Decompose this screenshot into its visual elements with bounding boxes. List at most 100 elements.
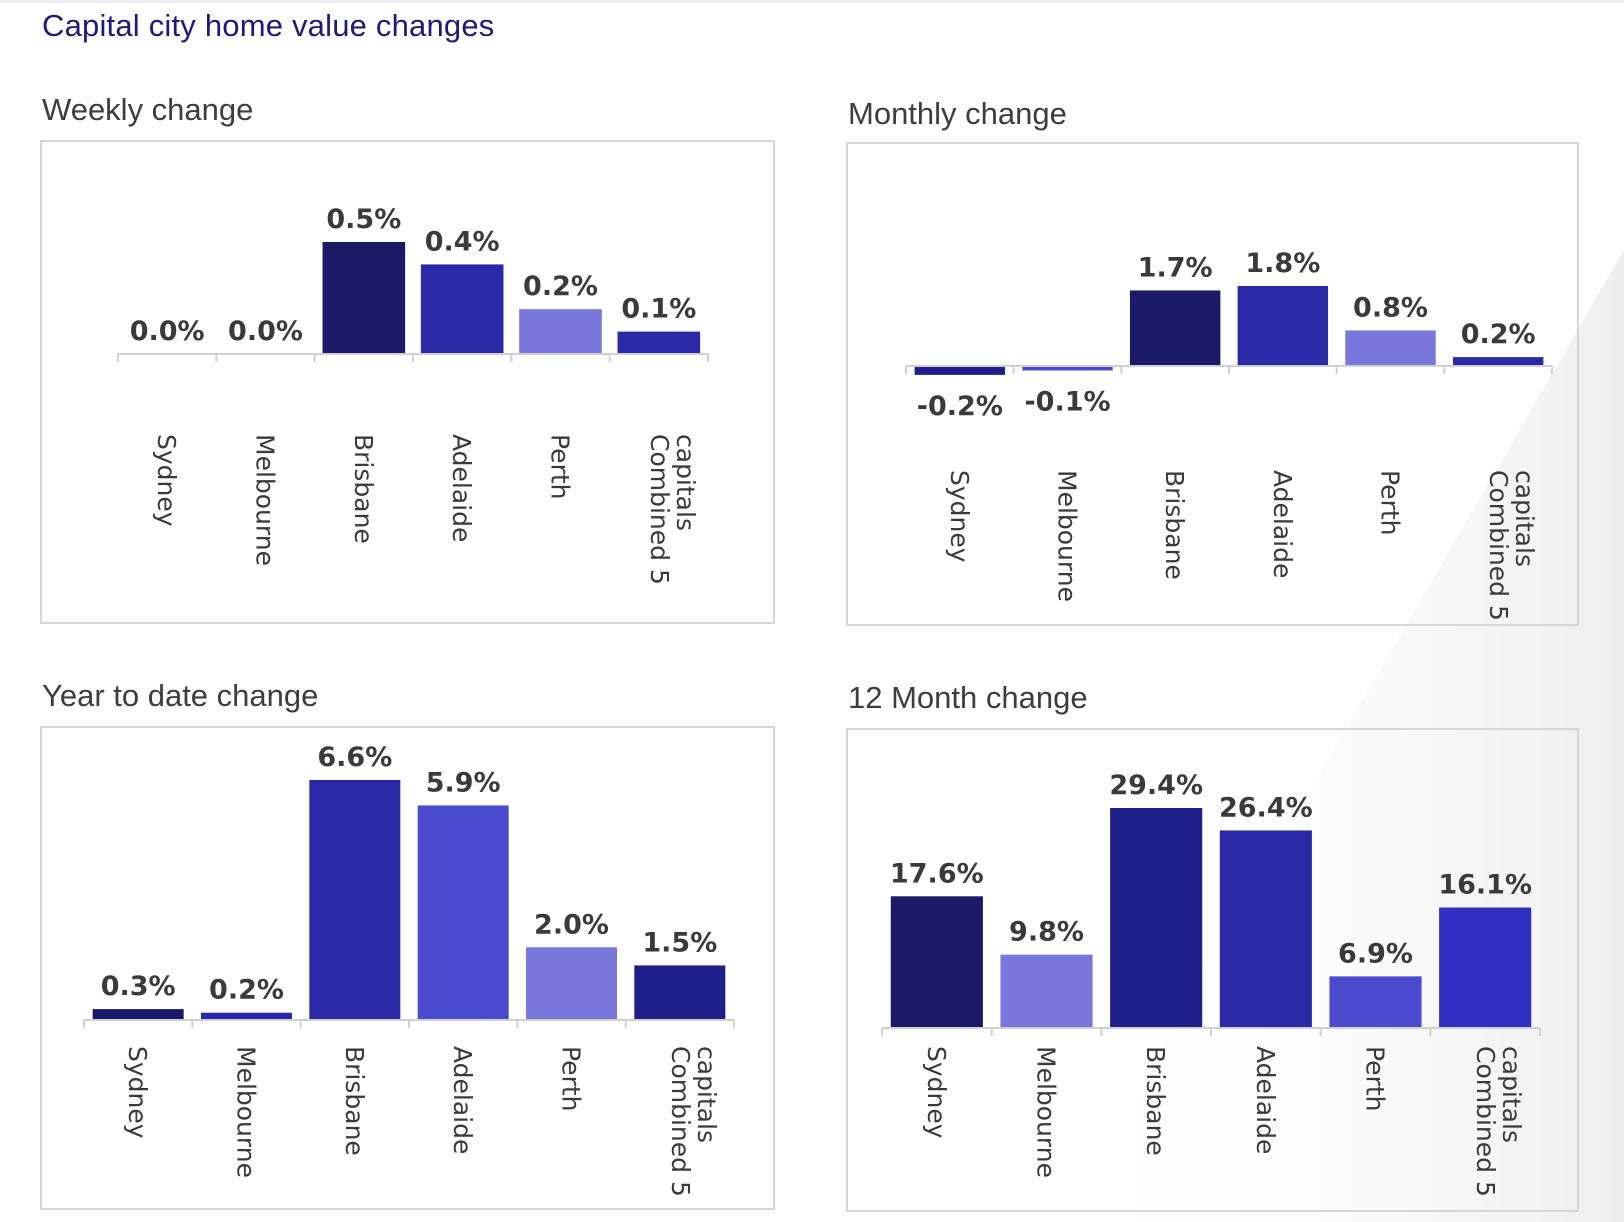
- svg-text:Combined 5: Combined 5: [1471, 1046, 1500, 1197]
- top-divider: [0, 0, 1624, 3]
- data-label: 0.5%: [326, 204, 401, 235]
- bar-brisbane: [309, 780, 401, 1020]
- data-label: 29.4%: [1109, 770, 1203, 801]
- bar-perth: [1345, 330, 1436, 366]
- data-label: 0.2%: [209, 975, 284, 1006]
- svg-text:Perth: Perth: [1376, 470, 1405, 536]
- data-label: 17.6%: [890, 858, 984, 889]
- bar-adelaide: [420, 264, 504, 354]
- data-label: 1.5%: [642, 927, 717, 958]
- category-label: Perth: [557, 1046, 586, 1112]
- category-label: Brisbane: [1160, 470, 1189, 580]
- category-label: Melbourne: [1053, 470, 1082, 602]
- bar-combined-5-capitals: [1439, 907, 1532, 1028]
- data-label: 0.1%: [621, 294, 696, 325]
- category-label: Melbourne: [232, 1046, 261, 1178]
- panel-title-monthly: Monthly change: [848, 96, 1067, 131]
- svg-text:capitals: capitals: [671, 434, 700, 531]
- bar-brisbane: [1110, 808, 1203, 1028]
- category-label: Sydney: [123, 1046, 152, 1139]
- bar-combined-5-capitals: [1452, 357, 1544, 366]
- bar-sydney: [92, 1009, 184, 1020]
- category-label: Brisbane: [1141, 1046, 1170, 1156]
- category-label: Brisbane: [340, 1046, 369, 1156]
- chart-svg: 0.0% Sydney 0.0% Melbourne 0.5% Brisbane 0.4% A…: [117, 204, 709, 585]
- category-label: Sydney: [152, 434, 181, 527]
- bar-melbourne: [1022, 366, 1113, 371]
- category-label: Perth: [1361, 1046, 1390, 1112]
- data-label: -0.1%: [1024, 386, 1110, 417]
- bar-brisbane: [1129, 290, 1221, 366]
- chart-weekly: 0.0% Sydney 0.0% Melbourne 0.5% Brisbane 0.4% A…: [40, 140, 775, 624]
- category-label: Sydney: [945, 470, 974, 563]
- panel-title-weekly: Weekly change: [42, 92, 254, 127]
- data-label: 26.4%: [1219, 792, 1313, 823]
- panel-title-ytd: Year to date change: [42, 678, 319, 713]
- data-label: 9.8%: [1009, 917, 1084, 948]
- data-label: 0.4%: [425, 226, 500, 257]
- svg-text:Adelaide: Adelaide: [1251, 1046, 1280, 1154]
- svg-text:Brisbane: Brisbane: [349, 434, 378, 544]
- category-label: Adelaide: [448, 1046, 477, 1154]
- bar-perth: [519, 309, 602, 354]
- svg-text:Sydney: Sydney: [922, 1046, 951, 1139]
- svg-text:Brisbane: Brisbane: [1141, 1046, 1170, 1156]
- bar-melbourne: [201, 1012, 292, 1020]
- data-label: 0.8%: [1353, 292, 1428, 323]
- data-label: 0.3%: [101, 971, 176, 1002]
- chart-monthly: -0.2% Sydney -0.1% Melbourne 1.7% Brisbane 1.8…: [846, 142, 1579, 626]
- svg-text:capitals: capitals: [1497, 1046, 1526, 1143]
- chart-12-month: 17.6% Sydney 9.8% Melbourne 29.4% Brisbane 26.…: [846, 728, 1579, 1212]
- svg-text:Combined 5: Combined 5: [666, 1046, 695, 1197]
- data-label: 1.8%: [1245, 248, 1320, 279]
- bar-brisbane: [322, 242, 406, 354]
- bar-perth: [1329, 976, 1422, 1028]
- category-label: Melbourne: [251, 434, 280, 566]
- bar-adelaide: [417, 805, 509, 1020]
- bar-combined-5-capitals: [634, 965, 726, 1020]
- svg-text:Sydney: Sydney: [123, 1046, 152, 1139]
- data-label: 0.0%: [130, 316, 205, 347]
- svg-text:Perth: Perth: [546, 434, 575, 500]
- category-label: Adelaide: [1251, 1046, 1280, 1154]
- page-title: Capital city home value changes: [42, 8, 495, 43]
- svg-text:Melbourne: Melbourne: [232, 1046, 261, 1178]
- category-label: Brisbane: [349, 434, 378, 544]
- panel-title-12-month: 12 Month change: [848, 680, 1088, 715]
- data-label: 16.1%: [1438, 870, 1532, 901]
- data-label: 2.0%: [534, 909, 609, 940]
- data-label: 1.7%: [1138, 252, 1213, 283]
- category-label: Perth: [1376, 470, 1405, 536]
- svg-text:Brisbane: Brisbane: [340, 1046, 369, 1156]
- bar-adelaide: [1237, 286, 1329, 366]
- svg-text:Sydney: Sydney: [945, 470, 974, 563]
- category-label: Sydney: [922, 1046, 951, 1139]
- bar-sydney: [914, 366, 1006, 375]
- svg-text:Melbourne: Melbourne: [1053, 470, 1082, 602]
- svg-text:Combined 5: Combined 5: [645, 434, 674, 585]
- category-label: Adelaide: [447, 434, 476, 542]
- bar-combined-5-capitals: [617, 331, 701, 354]
- svg-text:Perth: Perth: [1361, 1046, 1390, 1112]
- chart-year-to-date: 0.3% Sydney 0.2% Melbourne 6.6% Brisbane 5.9% A…: [40, 726, 775, 1210]
- data-label: -0.2%: [917, 391, 1003, 422]
- bar-sydney: [890, 896, 983, 1028]
- bar-melbourne: [1000, 954, 1093, 1028]
- data-label: 6.9%: [1338, 938, 1413, 969]
- data-label: 6.6%: [317, 742, 392, 773]
- category-label: Adelaide: [1268, 470, 1297, 578]
- svg-text:Sydney: Sydney: [152, 434, 181, 527]
- category-label: Perth: [546, 434, 575, 500]
- chart-svg: 0.3% Sydney 0.2% Melbourne 6.6% Brisbane 5.9% A…: [83, 742, 735, 1197]
- svg-text:Combined 5: Combined 5: [1484, 470, 1513, 621]
- data-label: 5.9%: [426, 767, 501, 798]
- category-label: Melbourne: [1032, 1046, 1061, 1178]
- svg-text:Adelaide: Adelaide: [448, 1046, 477, 1154]
- svg-text:Perth: Perth: [557, 1046, 586, 1112]
- svg-text:Melbourne: Melbourne: [251, 434, 280, 566]
- chart-svg: -0.2% Sydney -0.1% Melbourne 1.7% Brisbane 1.8…: [905, 248, 1553, 621]
